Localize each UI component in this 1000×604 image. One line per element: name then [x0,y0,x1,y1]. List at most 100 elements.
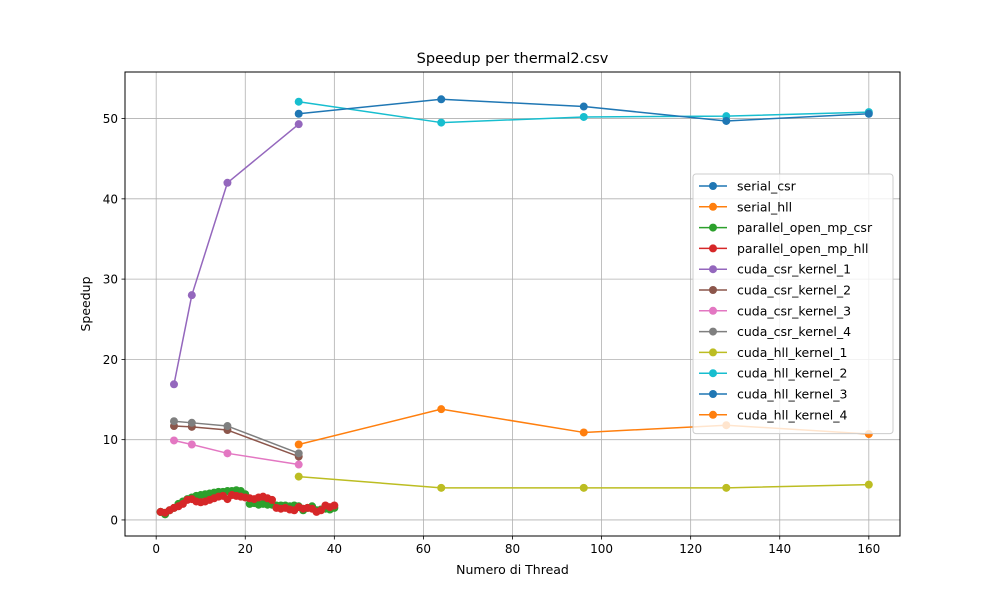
series-cuda_csr_kernel_4 [169,417,303,458]
legend-label: serial_hll [737,199,792,214]
legend-marker [709,369,717,378]
data-point [267,495,276,504]
legend-entry: cuda_hll_kernel_4 [699,407,847,422]
chart-title: Speedup per thermal2.csv [417,51,609,67]
data-point [864,109,873,118]
data-point [187,418,196,427]
series-cuda_hll_kernel_1 [294,472,873,492]
data-point [294,449,303,458]
grid [125,72,900,536]
legend-entry: cuda_csr_kernel_1 [699,262,851,277]
legend-marker [709,223,717,232]
series-cuda_csr_kernel_3 [169,436,303,469]
legend-label: cuda_hll_kernel_1 [737,345,847,360]
x-tick-label: 120 [679,542,702,556]
legend-label: cuda_hll_kernel_4 [737,407,847,422]
data-point [294,472,303,481]
data-point [294,440,303,449]
y-axis-label: Speedup [78,276,93,331]
legend-entry: parallel_open_mp_hll [699,241,868,256]
series-cuda_hll_kernel_3 [294,95,873,125]
legend-entry: cuda_csr_kernel_4 [699,324,851,339]
data-point [187,291,196,300]
legend-label: cuda_hll_kernel_3 [737,387,847,402]
data-point [437,118,446,127]
x-tick-label: 80 [505,542,520,556]
legend-entry: serial_hll [699,199,792,214]
series-line [173,439,299,466]
data-point [722,116,731,125]
legend-marker [709,265,717,274]
legend-marker [709,244,717,253]
x-axis-label: Numero di Thread [456,562,569,577]
legend-entry: cuda_hll_kernel_1 [699,345,847,360]
y-tick-label: 40 [103,192,118,206]
legend-entry: serial_csr [699,179,797,194]
data-point [169,380,178,389]
axis-ticks: 0 20 40 60 80 100 120 140 160 0 10 20 30 40 50 [103,112,881,556]
x-tick-label: 0 [152,542,160,556]
x-tick-label: 100 [590,542,613,556]
data-point [187,440,196,449]
data-point [437,483,446,492]
legend-box [692,173,894,435]
data-point [437,405,446,414]
y-tick-label: 20 [103,353,118,367]
legend-label: cuda_hll_kernel_2 [737,366,847,381]
legend-marker [709,202,717,211]
legend-label: serial_csr [737,179,797,194]
data-point [169,417,178,426]
legend-marker [709,286,717,294]
x-tick-label: 20 [238,542,253,556]
data-point [579,483,588,492]
x-tick-label: 40 [327,542,342,556]
legend-marker [709,348,717,357]
data-point [294,460,303,469]
legend-marker [709,390,717,398]
y-tick-label: 10 [103,433,118,447]
data-point [294,120,303,129]
legend-label: cuda_csr_kernel_1 [737,262,851,277]
legend-label: cuda_csr_kernel_4 [737,324,851,339]
y-tick-label: 50 [103,112,118,126]
data-point [579,102,588,111]
legend-label: parallel_open_mp_csr [737,220,873,235]
legend-marker [709,410,717,419]
data-point [722,483,731,492]
data-point [223,449,232,458]
legend-marker [709,182,717,190]
data-point [294,97,303,106]
legend-entry: cuda_hll_kernel_3 [699,387,847,402]
legend-label: cuda_csr_kernel_3 [737,303,851,318]
data-point [223,422,232,431]
legend-entry: cuda_hll_kernel_2 [699,366,847,381]
legend-marker [709,306,717,315]
legend: serial_csr serial_hll parallel_open_mp_csr… [692,173,894,435]
data-point [169,436,178,445]
legend-marker [709,327,717,336]
legend-entry: cuda_csr_kernel_3 [699,303,851,318]
y-tick-label: 0 [110,513,118,527]
series-line [173,420,299,455]
x-tick-label: 160 [857,542,880,556]
data-point [579,428,588,437]
data-point [579,112,588,121]
legend-entry: cuda_csr_kernel_2 [699,283,851,298]
legend-label: cuda_csr_kernel_2 [737,283,851,298]
data-point [437,95,446,104]
series-line [173,425,299,458]
series-line [173,123,300,385]
data-point [223,178,232,187]
series-cuda_csr_kernel_1 [169,120,303,389]
legend-entry: parallel_open_mp_csr [699,220,873,235]
y-tick-label: 30 [103,273,118,287]
legend-label: parallel_open_mp_hll [737,241,868,256]
x-tick-label: 60 [416,542,431,556]
data-point [294,109,303,118]
x-tick-label: 140 [768,542,791,556]
data-point [330,501,339,510]
data-point [864,480,873,489]
plot-series [156,95,873,519]
